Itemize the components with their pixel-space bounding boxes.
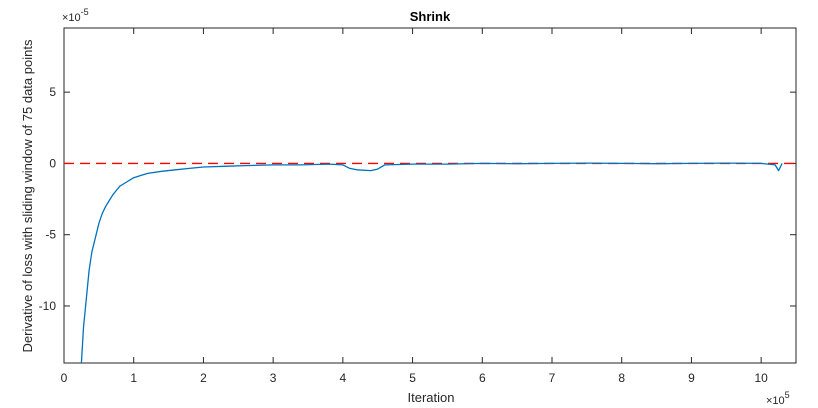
x-tick-label: 6 bbox=[479, 371, 486, 385]
x-tick-label: 3 bbox=[270, 371, 277, 385]
x-tick-label: 7 bbox=[549, 371, 556, 385]
y-axis-label: Derivative of loss with sliding window o… bbox=[20, 39, 35, 352]
x-multiplier: ×105 bbox=[766, 390, 790, 407]
x-tick-label: 1 bbox=[130, 371, 137, 385]
x-tick-label: 0 bbox=[61, 371, 68, 385]
axis-ticks: 0 1 2 3 4 5 6 7 8 9 10 5 0 -5 -10 bbox=[39, 28, 796, 385]
x-tick-label: 5 bbox=[409, 371, 416, 385]
x-tick-label: 4 bbox=[340, 371, 347, 385]
x-tick-label: 8 bbox=[618, 371, 625, 385]
x-axis-label: Iteration bbox=[408, 390, 455, 405]
chart-title: Shrink bbox=[410, 9, 451, 24]
series-line bbox=[80, 162, 783, 363]
x-tick-label: 10 bbox=[754, 371, 768, 385]
series-group bbox=[80, 162, 783, 363]
y-tick-label: 5 bbox=[49, 85, 56, 99]
x-tick-label: 9 bbox=[688, 371, 695, 385]
y-tick-label: -5 bbox=[45, 228, 56, 242]
plot-area bbox=[63, 27, 797, 364]
y-tick-label: -10 bbox=[39, 299, 57, 313]
x-tick-label: 2 bbox=[200, 371, 207, 385]
y-multiplier: ×10-5 bbox=[62, 7, 89, 24]
x-exponent: 5 bbox=[785, 390, 790, 400]
y-exponent: -5 bbox=[81, 7, 89, 17]
y-tick-label: 0 bbox=[49, 156, 56, 170]
